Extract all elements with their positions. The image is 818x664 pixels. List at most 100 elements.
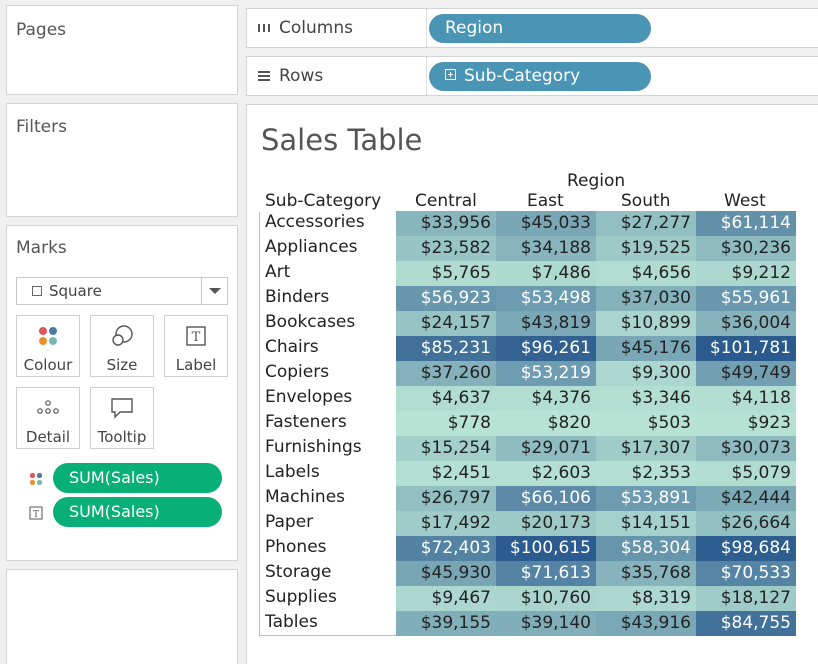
row-label[interactable]: Fasteners [265,412,347,432]
table-cell[interactable]: $84,755 [696,611,796,636]
table-cell[interactable]: $9,300 [596,361,696,386]
table-cell[interactable]: $66,106 [496,486,596,511]
row-label[interactable]: Bookcases [265,312,356,332]
table-cell[interactable]: $100,615 [496,536,596,561]
expand-plus-icon[interactable] [445,69,456,80]
table-cell[interactable]: $14,151 [596,511,696,536]
table-cell[interactable]: $45,033 [496,211,596,236]
table-cell[interactable]: $15,254 [396,436,496,461]
rows-shelf[interactable]: Rows Sub-Category [246,56,818,96]
table-cell[interactable]: $3,346 [596,386,696,411]
region-pill[interactable]: Region [429,14,651,43]
size-button[interactable]: Size [90,315,154,377]
sum-sales-label-pill[interactable]: SUM(Sales) [53,497,222,527]
table-cell[interactable]: $72,403 [396,536,496,561]
table-cell[interactable]: $923 [696,411,796,436]
label-button[interactable]: T Label [164,315,228,377]
table-cell[interactable]: $30,236 [696,236,796,261]
row-label[interactable]: Tables [265,612,318,632]
table-cell[interactable]: $55,961 [696,286,796,311]
table-cell[interactable]: $37,030 [596,286,696,311]
table-cell[interactable]: $26,664 [696,511,796,536]
table-cell[interactable]: $820 [496,411,596,436]
row-label[interactable]: Furnishings [265,437,362,457]
table-cell[interactable]: $20,173 [496,511,596,536]
table-cell[interactable]: $5,765 [396,261,496,286]
table-cell[interactable]: $503 [596,411,696,436]
table-cell[interactable]: $43,916 [596,611,696,636]
table-cell[interactable]: $43,819 [496,311,596,336]
table-cell[interactable]: $29,071 [496,436,596,461]
table-cell[interactable]: $778 [396,411,496,436]
row-label[interactable]: Appliances [265,237,358,257]
table-cell[interactable]: $33,956 [396,211,496,236]
table-cell[interactable]: $10,899 [596,311,696,336]
table-cell[interactable]: $58,304 [596,536,696,561]
table-cell[interactable]: $61,114 [696,211,796,236]
table-cell[interactable]: $9,212 [696,261,796,286]
columns-shelf[interactable]: Columns Region [246,8,818,48]
table-cell[interactable]: $26,797 [396,486,496,511]
table-cell[interactable]: $45,176 [596,336,696,361]
row-label[interactable]: Copiers [265,362,330,382]
table-cell[interactable]: $42,444 [696,486,796,511]
table-cell[interactable]: $35,768 [596,561,696,586]
table-cell[interactable]: $2,451 [396,461,496,486]
table-cell[interactable]: $39,140 [496,611,596,636]
sub-category-pill[interactable]: Sub-Category [429,62,651,91]
table-cell[interactable]: $49,749 [696,361,796,386]
row-label[interactable]: Phones [265,537,327,557]
table-cell[interactable]: $17,492 [396,511,496,536]
table-cell[interactable]: $39,155 [396,611,496,636]
table-cell[interactable]: $30,073 [696,436,796,461]
row-label[interactable]: Binders [265,287,330,307]
table-cell[interactable]: $4,118 [696,386,796,411]
table-cell[interactable]: $45,930 [396,561,496,586]
table-cell[interactable]: $85,231 [396,336,496,361]
table-cell[interactable]: $18,127 [696,586,796,611]
table-cell[interactable]: $17,307 [596,436,696,461]
colour-button[interactable]: Colour [16,315,80,377]
table-cell[interactable]: $2,603 [496,461,596,486]
row-label[interactable]: Chairs [265,337,319,357]
table-cell[interactable]: $24,157 [396,311,496,336]
table-cell[interactable]: $34,188 [496,236,596,261]
table-cell[interactable]: $53,219 [496,361,596,386]
row-label[interactable]: Labels [265,462,320,482]
table-cell[interactable]: $70,533 [696,561,796,586]
dropdown-toggle[interactable] [201,278,227,304]
table-cell[interactable]: $8,319 [596,586,696,611]
detail-button[interactable]: Detail [16,387,80,449]
table-cell[interactable]: $36,004 [696,311,796,336]
table-cell[interactable]: $4,637 [396,386,496,411]
table-cell[interactable]: $7,486 [496,261,596,286]
table-cell[interactable]: $4,376 [496,386,596,411]
table-cell[interactable]: $53,498 [496,286,596,311]
table-cell[interactable]: $4,656 [596,261,696,286]
table-cell[interactable]: $9,467 [396,586,496,611]
mark-type-dropdown[interactable]: Square [16,277,228,305]
row-label[interactable]: Art [265,262,291,282]
table-cell[interactable]: $23,582 [396,236,496,261]
table-cell[interactable]: $37,260 [396,361,496,386]
table-cell[interactable]: $10,760 [496,586,596,611]
row-label[interactable]: Accessories [265,212,365,232]
table-cell[interactable]: $2,353 [596,461,696,486]
table-cell[interactable]: $98,684 [696,536,796,561]
table-cell[interactable]: $27,277 [596,211,696,236]
table-cell[interactable]: $56,923 [396,286,496,311]
table-cell[interactable]: $53,891 [596,486,696,511]
sum-sales-colour-pill[interactable]: SUM(Sales) [53,463,222,493]
table-cell[interactable]: $101,781 [696,336,796,361]
row-label[interactable]: Paper [265,512,314,532]
table-cell[interactable]: $19,525 [596,236,696,261]
row-label[interactable]: Machines [265,487,346,507]
table-row: Paper $17,492 $20,173 $14,151 $26,664 [259,511,797,536]
table-cell[interactable]: $96,261 [496,336,596,361]
tooltip-button[interactable]: Tooltip [90,387,154,449]
row-label[interactable]: Supplies [265,587,337,607]
row-label[interactable]: Storage [265,562,332,582]
table-cell[interactable]: $5,079 [696,461,796,486]
table-cell[interactable]: $71,613 [496,561,596,586]
row-label[interactable]: Envelopes [265,387,353,407]
